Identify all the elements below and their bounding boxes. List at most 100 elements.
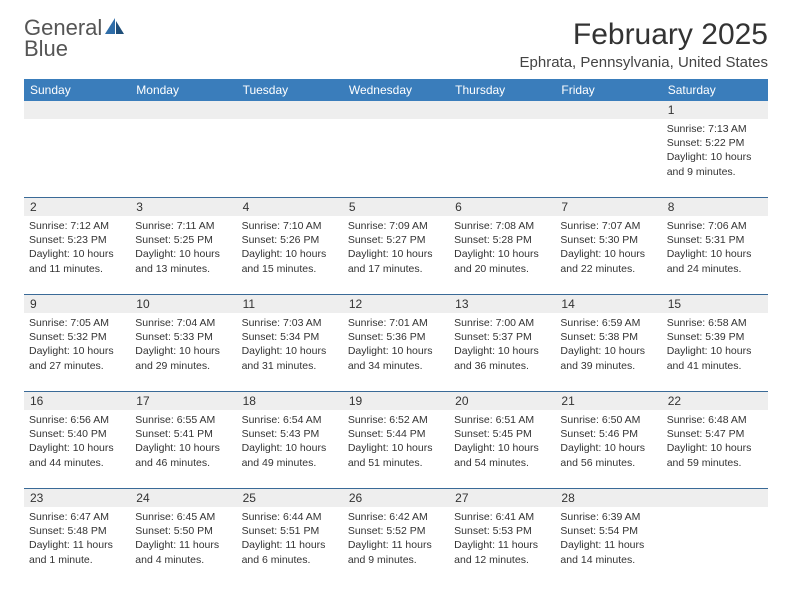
daynum-row: 2345678 xyxy=(24,198,768,216)
sun-info-line: Daylight: 10 hours and 46 minutes. xyxy=(135,441,231,469)
daynum-row: 9101112131415 xyxy=(24,295,768,313)
sun-info-line: Sunset: 5:25 PM xyxy=(135,233,231,247)
col-friday: Friday xyxy=(555,79,661,101)
day-number: 10 xyxy=(130,295,236,313)
day-number: 13 xyxy=(449,295,555,313)
day-number: 17 xyxy=(130,392,236,410)
day-number: 21 xyxy=(555,392,661,410)
week-row: Sunrise: 6:47 AMSunset: 5:48 PMDaylight:… xyxy=(24,507,768,585)
sun-info-line: Sunrise: 7:13 AM xyxy=(667,122,763,136)
day-number: 7 xyxy=(555,198,661,216)
sun-info-line: Sunrise: 7:11 AM xyxy=(135,219,231,233)
weekday-header: Sunday Monday Tuesday Wednesday Thursday… xyxy=(24,79,768,101)
daynum-row: 1 xyxy=(24,101,768,119)
sun-info-line: Sunset: 5:44 PM xyxy=(348,427,444,441)
sun-info-line: Sunrise: 7:10 AM xyxy=(242,219,338,233)
day-number: 11 xyxy=(237,295,343,313)
sun-info-line: Sunset: 5:28 PM xyxy=(454,233,550,247)
sun-info-line: Sunset: 5:37 PM xyxy=(454,330,550,344)
day-cell: Sunrise: 7:13 AMSunset: 5:22 PMDaylight:… xyxy=(662,119,768,197)
day-cell xyxy=(24,119,130,197)
day-cell: Sunrise: 7:00 AMSunset: 5:37 PMDaylight:… xyxy=(449,313,555,391)
day-cell: Sunrise: 7:04 AMSunset: 5:33 PMDaylight:… xyxy=(130,313,236,391)
sun-info-line: Daylight: 10 hours and 22 minutes. xyxy=(560,247,656,275)
sun-info-line: Sunset: 5:48 PM xyxy=(29,524,125,538)
col-monday: Monday xyxy=(130,79,236,101)
day-cell: Sunrise: 6:47 AMSunset: 5:48 PMDaylight:… xyxy=(24,507,130,585)
sun-info-line: Daylight: 11 hours and 4 minutes. xyxy=(135,538,231,566)
day-number: 25 xyxy=(237,489,343,507)
sun-info-line: Sunrise: 6:51 AM xyxy=(454,413,550,427)
sun-info-line: Daylight: 10 hours and 51 minutes. xyxy=(348,441,444,469)
sun-info-line: Daylight: 10 hours and 17 minutes. xyxy=(348,247,444,275)
sun-info-line: Sunrise: 6:47 AM xyxy=(29,510,125,524)
sun-info-line: Sunset: 5:32 PM xyxy=(29,330,125,344)
day-number: 24 xyxy=(130,489,236,507)
col-wednesday: Wednesday xyxy=(343,79,449,101)
day-number: 20 xyxy=(449,392,555,410)
day-number: 16 xyxy=(24,392,130,410)
col-tuesday: Tuesday xyxy=(237,79,343,101)
day-number: 4 xyxy=(237,198,343,216)
sail-icon xyxy=(105,18,125,39)
sun-info-line: Sunset: 5:51 PM xyxy=(242,524,338,538)
sun-info-line: Sunset: 5:45 PM xyxy=(454,427,550,441)
title-block: February 2025 Ephrata, Pennsylvania, Uni… xyxy=(520,18,768,71)
day-number: 1 xyxy=(662,101,768,119)
day-cell xyxy=(449,119,555,197)
sun-info-line: Sunset: 5:36 PM xyxy=(348,330,444,344)
logo-text: General Blue xyxy=(24,18,125,59)
day-cell: Sunrise: 7:12 AMSunset: 5:23 PMDaylight:… xyxy=(24,216,130,294)
sun-info-line: Daylight: 11 hours and 9 minutes. xyxy=(348,538,444,566)
sun-info-line: Sunrise: 7:07 AM xyxy=(560,219,656,233)
sun-info-line: Sunrise: 7:05 AM xyxy=(29,316,125,330)
week-row: Sunrise: 7:12 AMSunset: 5:23 PMDaylight:… xyxy=(24,216,768,295)
sun-info-line: Sunrise: 6:52 AM xyxy=(348,413,444,427)
page-title: February 2025 xyxy=(520,18,768,52)
sun-info-line: Sunset: 5:33 PM xyxy=(135,330,231,344)
day-number xyxy=(555,101,661,119)
sun-info-line: Sunrise: 6:41 AM xyxy=(454,510,550,524)
day-cell: Sunrise: 6:45 AMSunset: 5:50 PMDaylight:… xyxy=(130,507,236,585)
sun-info-line: Daylight: 10 hours and 59 minutes. xyxy=(667,441,763,469)
sun-info-line: Daylight: 10 hours and 41 minutes. xyxy=(667,344,763,372)
sun-info-line: Daylight: 10 hours and 24 minutes. xyxy=(667,247,763,275)
sun-info-line: Sunrise: 6:58 AM xyxy=(667,316,763,330)
sun-info-line: Sunrise: 7:00 AM xyxy=(454,316,550,330)
sun-info-line: Daylight: 10 hours and 15 minutes. xyxy=(242,247,338,275)
day-number: 3 xyxy=(130,198,236,216)
sun-info-line: Daylight: 10 hours and 20 minutes. xyxy=(454,247,550,275)
col-saturday: Saturday xyxy=(662,79,768,101)
sun-info-line: Daylight: 10 hours and 44 minutes. xyxy=(29,441,125,469)
sun-info-line: Daylight: 10 hours and 56 minutes. xyxy=(560,441,656,469)
sun-info-line: Daylight: 10 hours and 49 minutes. xyxy=(242,441,338,469)
day-cell xyxy=(555,119,661,197)
day-cell: Sunrise: 7:10 AMSunset: 5:26 PMDaylight:… xyxy=(237,216,343,294)
sun-info-line: Daylight: 11 hours and 6 minutes. xyxy=(242,538,338,566)
sun-info-line: Sunset: 5:40 PM xyxy=(29,427,125,441)
sun-info-line: Daylight: 11 hours and 1 minute. xyxy=(29,538,125,566)
day-cell: Sunrise: 7:05 AMSunset: 5:32 PMDaylight:… xyxy=(24,313,130,391)
day-cell: Sunrise: 6:56 AMSunset: 5:40 PMDaylight:… xyxy=(24,410,130,488)
sun-info-line: Daylight: 10 hours and 39 minutes. xyxy=(560,344,656,372)
sun-info-line: Sunrise: 7:03 AM xyxy=(242,316,338,330)
week-row: Sunrise: 6:56 AMSunset: 5:40 PMDaylight:… xyxy=(24,410,768,489)
day-number: 2 xyxy=(24,198,130,216)
calendar: Sunday Monday Tuesday Wednesday Thursday… xyxy=(24,79,768,585)
sun-info-line: Sunrise: 6:55 AM xyxy=(135,413,231,427)
sun-info-line: Sunrise: 7:09 AM xyxy=(348,219,444,233)
sun-info-line: Daylight: 11 hours and 14 minutes. xyxy=(560,538,656,566)
sun-info-line: Sunset: 5:31 PM xyxy=(667,233,763,247)
sun-info-line: Sunrise: 6:39 AM xyxy=(560,510,656,524)
sun-info-line: Sunrise: 7:06 AM xyxy=(667,219,763,233)
sun-info-line: Daylight: 10 hours and 36 minutes. xyxy=(454,344,550,372)
logo-word-2: Blue xyxy=(24,36,68,61)
sun-info-line: Sunset: 5:39 PM xyxy=(667,330,763,344)
daynum-row: 16171819202122 xyxy=(24,392,768,410)
day-number: 8 xyxy=(662,198,768,216)
day-cell: Sunrise: 6:58 AMSunset: 5:39 PMDaylight:… xyxy=(662,313,768,391)
sun-info-line: Daylight: 10 hours and 54 minutes. xyxy=(454,441,550,469)
col-sunday: Sunday xyxy=(24,79,130,101)
day-number xyxy=(343,101,449,119)
day-cell: Sunrise: 7:08 AMSunset: 5:28 PMDaylight:… xyxy=(449,216,555,294)
